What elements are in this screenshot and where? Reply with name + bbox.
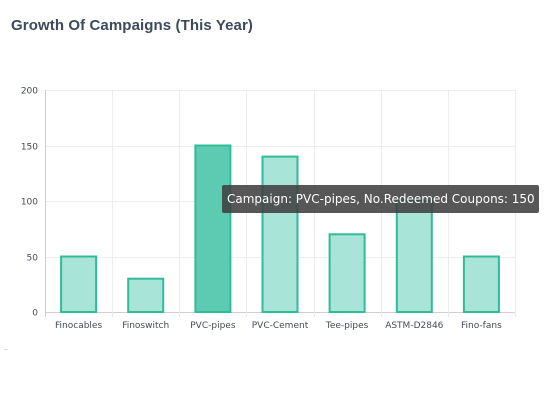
y-tick-label: 50 (27, 254, 39, 264)
y-tick-label: 150 (21, 143, 38, 153)
bar (194, 144, 232, 313)
x-tick-label: PVC-pipes (190, 321, 236, 331)
x-tick-label: PVC-Cement (252, 321, 309, 331)
x-tick-label: Tee-pipes (325, 321, 369, 331)
bar (462, 255, 500, 313)
chart-tooltip: Campaign: PVC-pipes, No.Redeemed Coupons… (222, 185, 539, 213)
y-tick-label: 200 (21, 87, 38, 97)
bar (261, 155, 299, 313)
resize-mark (4, 349, 8, 350)
bar (328, 233, 366, 313)
bar (60, 255, 98, 313)
x-tick-label: Fino-fans (461, 321, 502, 331)
bar (127, 277, 165, 314)
x-tick-label: ASTM-D2846 (385, 321, 443, 331)
y-tick-label: 100 (21, 198, 38, 208)
x-tick-label: Finoswitch (122, 321, 169, 331)
x-tick-label: Finocables (55, 321, 102, 331)
chart-title: Growth Of Campaigns (This Year) (11, 17, 254, 34)
y-tick-label: 0 (32, 309, 38, 319)
bar (395, 200, 433, 313)
